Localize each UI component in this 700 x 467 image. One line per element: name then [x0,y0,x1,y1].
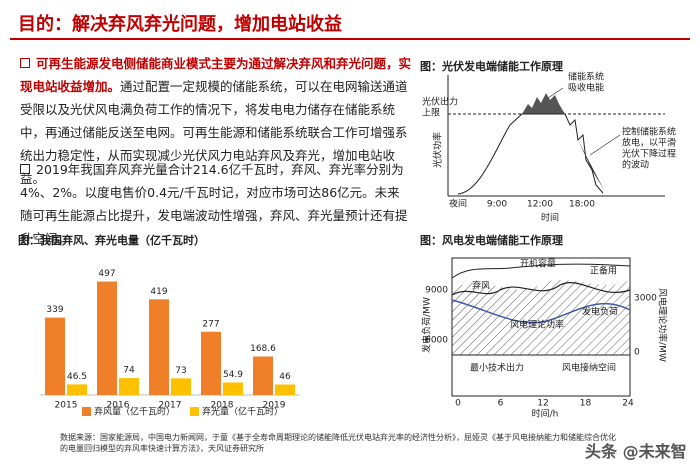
data-label: 46.5 [67,372,87,382]
bullet: 可再生能源发电侧储能商业模式主要为通过解决弃风和弃光问题，实现电站收益增加。通过… [20,52,412,190]
pv-diagram [447,75,665,197]
label: 开机容量 [520,258,556,270]
label: 风电理论功率 [510,319,564,331]
label: 储能系统 [568,71,604,83]
bar [97,281,117,395]
x-tick-label: 24 [622,399,634,409]
absorbed-area [522,93,565,114]
bullet-marker [20,58,30,68]
title-rule [10,38,690,40]
data-label: 73 [175,366,186,376]
leader [547,87,564,99]
legend-swatch [82,407,91,416]
legend-label: 弃光量（亿千瓦时） [202,406,283,418]
y-title: 发电负荷/MW [421,297,433,353]
bullet-text: 2019年我国弃风弃光量合计214.6亿千瓦时，弃风、弃光率分别为4%、2%。以… [20,162,408,246]
data-label: 168.6 [250,344,276,354]
bar [149,299,169,395]
bar [67,384,87,395]
y-label: 光伏功率 [432,132,444,168]
label: 上限 [422,108,440,119]
x-tick-label: 18 [580,399,592,409]
legend-swatch [190,407,199,416]
discharge-area [578,140,604,190]
bullet-text: 通过配置一定规模的储能系统，可以在电网输送通道受限以及光伏风电满负荷工作的情况下… [20,79,408,186]
label: 光伏下降过程 [622,148,676,160]
data-label: 497 [98,269,115,279]
bar [119,378,139,395]
bullet-marker [20,164,30,174]
bar [45,317,65,395]
hatched-area [452,280,630,355]
y-tick-label: 6000 [425,336,448,346]
y2-tick-label: 0 [634,348,640,358]
y-tick-label: 9000 [425,286,448,296]
figure-title: 图：光伏发电端储能工作原理 [420,60,563,73]
wind-line [451,282,631,296]
y2-tick-label: 3000 [634,294,657,304]
figure-title: 图：风电发电端储能工作原理 [420,234,563,247]
x-label: 18:00 [569,200,595,210]
chart-title: 图：我国弃风、弃光电量（亿千瓦时） [18,234,205,247]
wind-diagram [451,257,631,397]
x-tick-label: 12 [537,399,548,409]
x-tick-label: 6 [498,399,504,409]
data-label: 54.9 [223,370,243,380]
bar [171,378,191,395]
legend-label: 弃风量（亿千瓦时） [94,406,175,418]
label: 正备用 [590,265,617,277]
label: 光伏出力 [422,96,458,108]
bar [275,384,295,395]
data-label: 277 [202,319,219,329]
x-tick-label: 2019 [263,401,286,411]
x-tick-label: 2018 [211,401,234,411]
load-line [451,299,631,324]
label: 发电负荷 [582,306,618,318]
x-label: 12:00 [527,200,553,210]
label: 弃风 [472,280,490,292]
source: 数据来源：国家能源局，中国电力新闻网，于童《基于全寿命周期理论的储能降低光伏电站… [60,433,616,453]
x-label: 9:00 [487,200,507,210]
data-label: 339 [46,305,63,315]
bar [253,356,273,395]
x-title: 时间/h [532,408,559,420]
x-tick-label: 2016 [107,401,130,411]
label: 控制储能系统 [622,126,676,138]
label: 最小技术出力 [470,362,524,374]
data-label: 46 [279,372,291,382]
data-label: 419 [150,287,167,297]
pv-curve [457,113,604,195]
y2-title: 风电理论功率/MW [657,288,669,362]
label: 放电，以平滑 [622,137,676,149]
data-label: 74 [123,366,135,376]
title: 目的：解决弃风弃光问题，增加电站收益 [18,14,342,35]
capacity-line [451,263,631,279]
x-tick-label: 2017 [159,401,182,411]
label: 风电接纳空间 [562,362,616,374]
label: 的波动 [622,159,649,171]
x-title: 时间 [541,212,559,224]
x-tick-label: 2015 [55,401,78,411]
label: 吸收电能 [568,82,604,94]
leader [589,134,621,156]
bullet: 2019年我国弃风弃光量合计214.6亿千瓦时，弃风、弃光率分别为4%、2%。以… [20,158,412,250]
bullet-highlight: 可再生能源发电侧储能商业模式主要为通过解决弃风和弃光问题，实现电站收益增加。 [20,56,412,94]
bar [223,382,243,395]
bar [201,331,221,395]
x-label: 夜间 [449,198,467,210]
x-tick-label: 0 [455,399,461,409]
